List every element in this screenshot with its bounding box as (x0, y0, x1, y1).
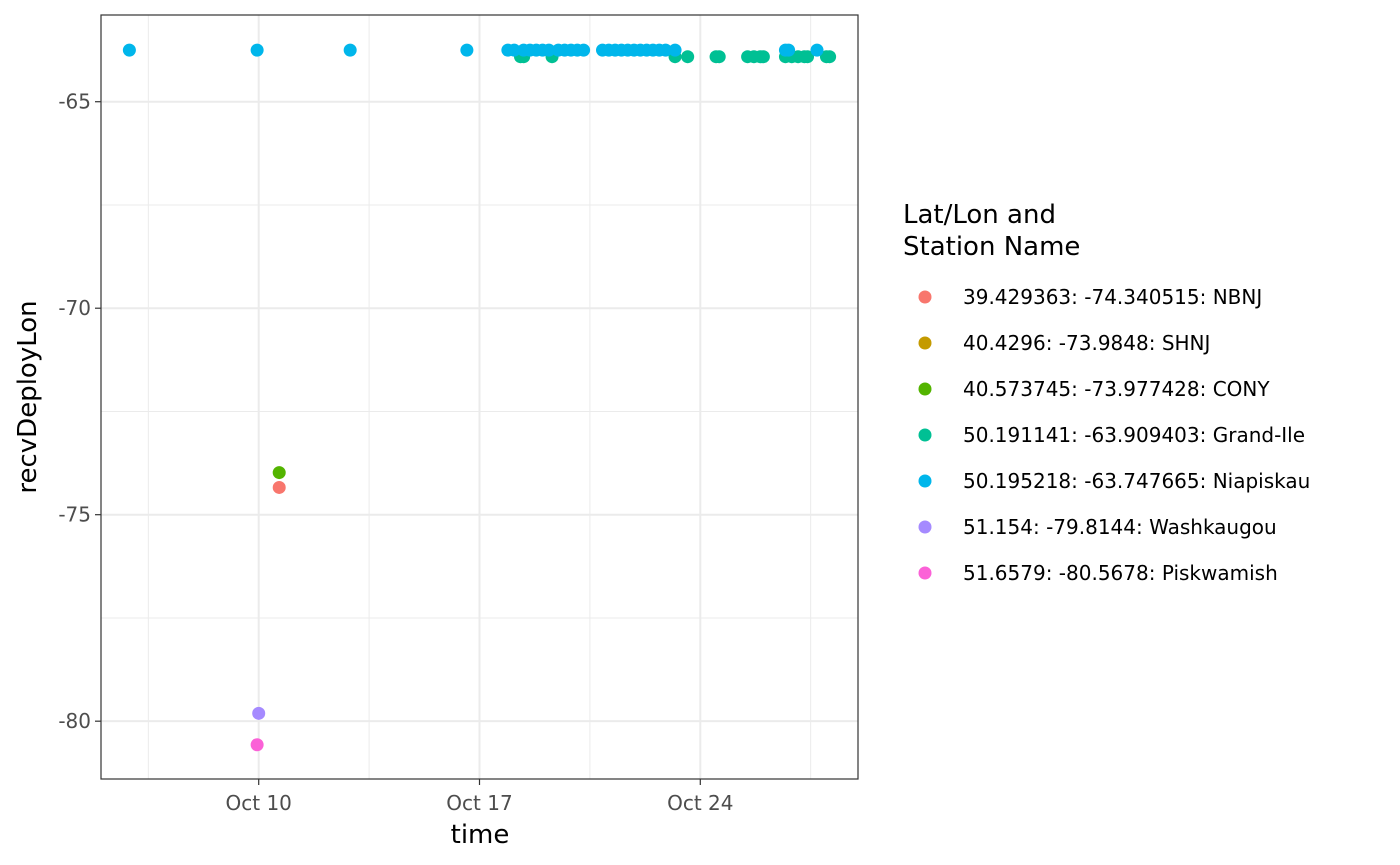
legend-label-2: 40.573745: -73.977428: CONY (963, 377, 1270, 401)
legend-label-4: 50.195218: -63.747665: Niapiskau (963, 469, 1310, 493)
legend-key-5 (918, 520, 932, 534)
data-point-series-4-27 (668, 43, 682, 57)
legend-label-6: 51.6579: -80.5678: Piskwamish (963, 561, 1278, 585)
legend-items: 39.429363: -74.340515: NBNJ 40.4296: -73.… (918, 285, 1310, 585)
x-tick-label-2: Oct 24 (667, 791, 733, 815)
legend-label-1: 40.4296: -73.9848: SHNJ (963, 331, 1210, 355)
legend-title-line-2: Station Name (903, 232, 1080, 262)
y-axis-title: recvDeployLon (13, 300, 43, 493)
data-point-series-3-6 (712, 50, 726, 64)
data-point-series-4-15 (577, 43, 591, 57)
legend-key-6 (918, 566, 932, 580)
data-points (122, 43, 837, 752)
grid-lines (101, 15, 858, 779)
data-point-series-4-29 (782, 43, 796, 57)
legend-label-0: 39.429363: -74.340515: NBNJ (963, 285, 1262, 309)
data-point-series-3-15 (801, 50, 815, 64)
data-point-series-4-5 (507, 43, 521, 57)
data-point-series-0-0 (272, 480, 286, 494)
data-point-series-3-10 (756, 50, 770, 64)
data-point-series-5-0 (252, 706, 266, 720)
legend-key-1 (918, 336, 932, 350)
legend-label-5: 51.154: -79.8144: Washkaugou (963, 515, 1277, 539)
x-tick-label-1: Oct 17 (446, 791, 512, 815)
data-point-series-6-0 (250, 738, 264, 752)
data-point-series-3-17 (823, 50, 837, 64)
legend-key-0 (918, 290, 932, 304)
data-point-series-4-10 (542, 43, 556, 57)
data-point-series-4-26 (659, 43, 673, 57)
legend-title-line-1: Lat/Lon and (903, 200, 1056, 230)
y-axis-ticks: -65 -70 -75 -80 (58, 90, 101, 733)
legend-key-4 (918, 474, 932, 488)
legend-key-2 (918, 382, 932, 396)
data-point-series-4-1 (250, 43, 264, 57)
data-point-series-3-4 (681, 50, 695, 64)
legend-label-3: 50.191141: -63.909403: Grand-Ile (963, 423, 1305, 447)
y-tick-label-2: -75 (58, 503, 91, 527)
x-tick-label-0: Oct 10 (226, 791, 292, 815)
y-tick-label-1: -70 (58, 296, 91, 320)
data-point-series-2-0 (272, 466, 286, 480)
legend-key-3 (918, 428, 932, 442)
data-point-series-4-0 (122, 43, 136, 57)
x-axis-ticks: Oct 10 Oct 17 Oct 24 (226, 779, 733, 815)
legend: Lat/Lon and Station Name 39.429363: -74.… (903, 200, 1310, 585)
y-tick-label-0: -65 (58, 90, 91, 114)
x-axis-title: time (451, 820, 510, 850)
data-point-series-4-30 (810, 43, 824, 57)
data-point-series-4-2 (343, 43, 357, 57)
data-point-series-4-3 (460, 43, 474, 57)
y-tick-label-3: -80 (58, 709, 91, 733)
